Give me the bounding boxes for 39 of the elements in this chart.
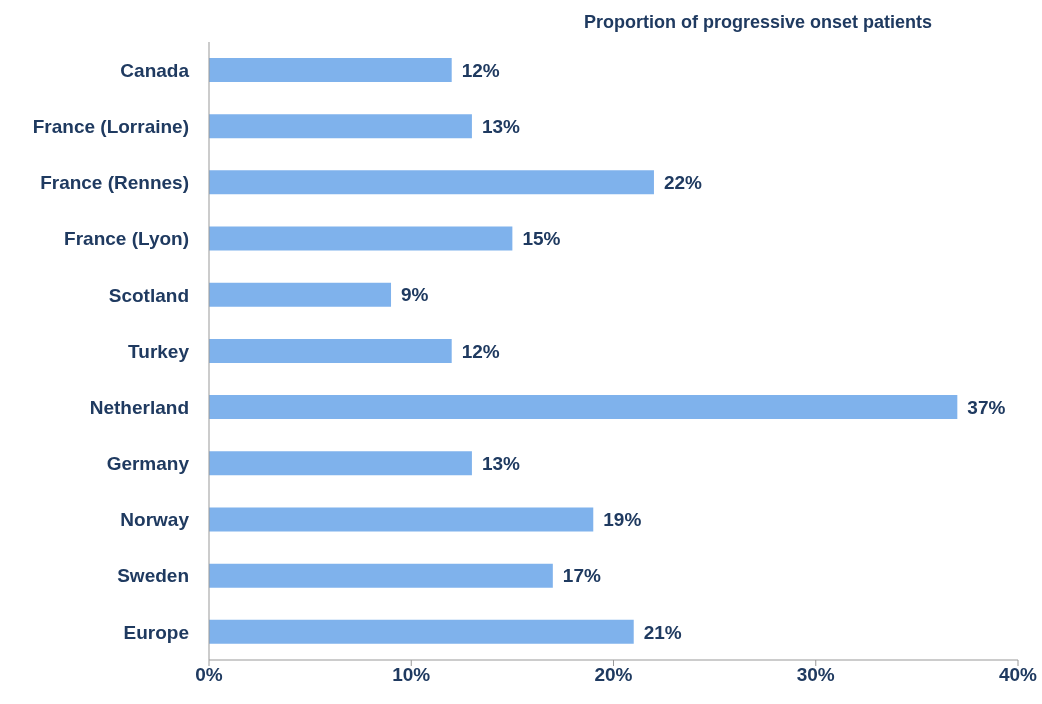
bar (209, 619, 634, 644)
x-tick-label: 30% (796, 664, 835, 686)
x-tick-label: 10% (392, 664, 431, 686)
chart-title: Proportion of progressive onset patients (582, 12, 933, 33)
y-tick-label: Germany (106, 453, 190, 475)
y-tick-label: Norway (120, 509, 190, 531)
bar (209, 170, 654, 195)
bar (209, 395, 958, 420)
data-label: 12% (461, 340, 500, 362)
y-tick-label: Netherland (89, 396, 189, 418)
y-tick-label: France (Lyon) (64, 228, 189, 250)
y-tick-label: Europe (123, 621, 189, 643)
y-tick-label: Canada (120, 59, 190, 81)
data-label: 13% (481, 115, 521, 137)
x-tick-label: 0% (195, 664, 223, 686)
bar (209, 507, 594, 532)
y-tick-label: France (Rennes) (40, 172, 189, 194)
data-label: 37% (967, 396, 1006, 418)
y-tick-label: France (Lorraine) (32, 116, 189, 138)
bar (209, 282, 392, 307)
bar (209, 226, 513, 251)
bar (209, 563, 553, 588)
data-label: 22% (663, 172, 703, 194)
data-label: 21% (643, 621, 682, 643)
data-label: 17% (562, 565, 601, 587)
data-label: 13% (481, 453, 521, 475)
x-tick-label: 20% (594, 664, 633, 686)
data-label: 19% (603, 509, 642, 531)
y-tick-label: Turkey (128, 340, 190, 362)
y-tick-label: Scotland (108, 284, 189, 306)
data-label: 15% (522, 228, 561, 250)
data-label: 12% (461, 59, 500, 81)
y-tick-label: Sweden (117, 565, 189, 587)
bar (209, 58, 452, 82)
data-label: 9% (401, 284, 429, 306)
bar (209, 114, 472, 139)
bar (209, 451, 472, 476)
x-tick-label: 40% (998, 664, 1038, 686)
bar (209, 338, 452, 363)
